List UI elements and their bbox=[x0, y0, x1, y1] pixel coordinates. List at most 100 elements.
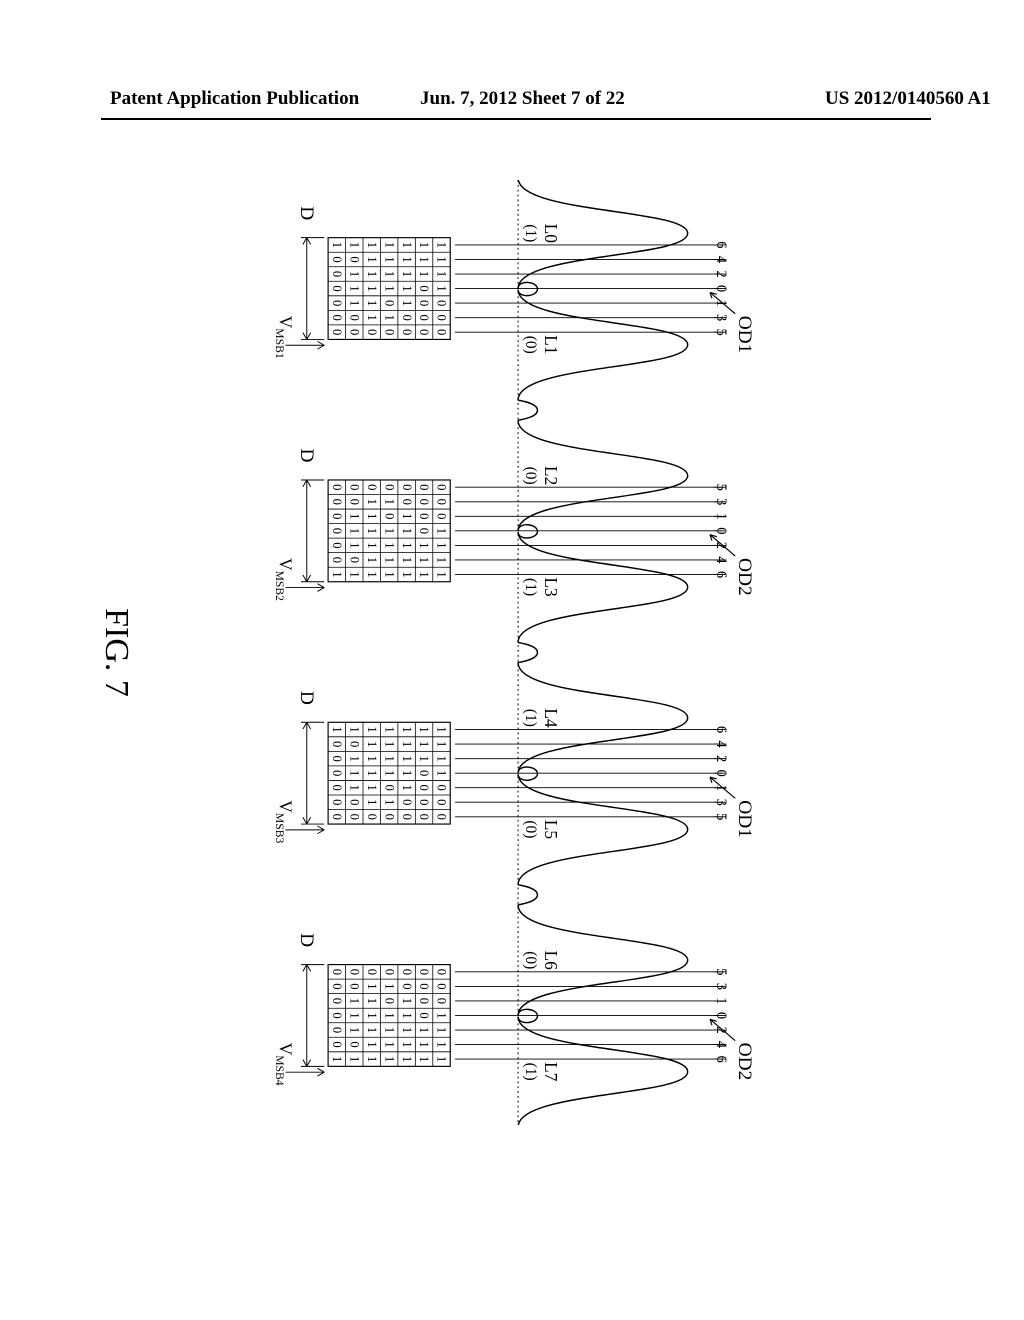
svg-text:0: 0 bbox=[435, 300, 449, 306]
svg-text:0: 0 bbox=[330, 969, 344, 975]
svg-text:L6: L6 bbox=[541, 951, 561, 971]
svg-text:1: 1 bbox=[347, 513, 361, 519]
svg-text:1: 1 bbox=[382, 1012, 396, 1018]
svg-text:1: 1 bbox=[435, 271, 449, 277]
svg-text:1: 1 bbox=[382, 557, 396, 563]
header-left: Patent Application Publication bbox=[110, 88, 359, 110]
svg-text:1: 1 bbox=[400, 755, 414, 761]
svg-text:0: 0 bbox=[347, 983, 361, 989]
svg-text:0: 0 bbox=[330, 799, 344, 805]
svg-text:0: 0 bbox=[365, 329, 379, 335]
svg-text:1: 1 bbox=[382, 983, 396, 989]
svg-text:0: 0 bbox=[347, 499, 361, 505]
svg-text:1: 1 bbox=[382, 755, 396, 761]
svg-text:OD2: OD2 bbox=[734, 558, 755, 596]
figure-container: L0(1)L1(0)L2(0)L3(1)L4(1)L5(0)L6(0)L7(1)… bbox=[0, 340, 930, 965]
svg-text:1: 1 bbox=[417, 1027, 431, 1033]
svg-text:1: 1 bbox=[347, 542, 361, 548]
svg-text:1: 1 bbox=[400, 300, 414, 306]
svg-text:1: 1 bbox=[330, 571, 344, 577]
svg-text:1: 1 bbox=[400, 726, 414, 732]
svg-text:1: 1 bbox=[435, 571, 449, 577]
svg-text:1: 1 bbox=[417, 256, 431, 262]
svg-text:1: 1 bbox=[365, 799, 379, 805]
svg-text:(1): (1) bbox=[522, 224, 539, 242]
svg-text:1: 1 bbox=[347, 285, 361, 291]
svg-text:0: 0 bbox=[435, 513, 449, 519]
svg-text:0: 0 bbox=[330, 300, 344, 306]
svg-text:0: 0 bbox=[330, 271, 344, 277]
svg-text:1: 1 bbox=[347, 770, 361, 776]
svg-text:0: 0 bbox=[400, 969, 414, 975]
svg-text:(0): (0) bbox=[522, 336, 539, 354]
svg-text:1: 1 bbox=[400, 571, 414, 577]
svg-text:1: 1 bbox=[382, 528, 396, 534]
svg-text:1: 1 bbox=[347, 726, 361, 732]
svg-text:0: 0 bbox=[417, 799, 431, 805]
svg-text:1: 1 bbox=[382, 285, 396, 291]
svg-text:1: 1 bbox=[365, 1056, 379, 1062]
svg-text:1: 1 bbox=[365, 983, 379, 989]
svg-text:1: 1 bbox=[365, 528, 379, 534]
svg-text:0: 0 bbox=[417, 513, 431, 519]
svg-text:0: 0 bbox=[417, 300, 431, 306]
svg-text:L2: L2 bbox=[541, 466, 561, 485]
svg-text:0: 0 bbox=[365, 969, 379, 975]
svg-text:1: 1 bbox=[365, 1041, 379, 1047]
svg-text:1: 1 bbox=[382, 726, 396, 732]
svg-text:0: 0 bbox=[417, 1012, 431, 1018]
svg-text:1: 1 bbox=[400, 1012, 414, 1018]
svg-text:1: 1 bbox=[347, 785, 361, 791]
svg-text:1: 1 bbox=[347, 755, 361, 761]
svg-text:0: 0 bbox=[330, 557, 344, 563]
svg-text:1: 1 bbox=[365, 755, 379, 761]
svg-text:0: 0 bbox=[435, 969, 449, 975]
svg-text:1: 1 bbox=[365, 726, 379, 732]
svg-text:1: 1 bbox=[400, 513, 414, 519]
svg-text:D: D bbox=[296, 933, 317, 947]
svg-text:1: 1 bbox=[365, 770, 379, 776]
svg-text:1: 1 bbox=[382, 799, 396, 805]
svg-text:1: 1 bbox=[365, 741, 379, 747]
svg-text:0: 0 bbox=[417, 814, 431, 820]
svg-text:1: 1 bbox=[417, 1056, 431, 1062]
svg-text:1: 1 bbox=[347, 1012, 361, 1018]
svg-text:0: 0 bbox=[435, 983, 449, 989]
svg-text:1: 1 bbox=[400, 998, 414, 1004]
svg-text:1: 1 bbox=[382, 770, 396, 776]
svg-text:1: 1 bbox=[365, 300, 379, 306]
svg-text:0: 0 bbox=[417, 785, 431, 791]
svg-text:L7: L7 bbox=[541, 1062, 561, 1082]
svg-text:1: 1 bbox=[417, 242, 431, 248]
svg-text:0: 0 bbox=[365, 484, 379, 490]
svg-text:OD1: OD1 bbox=[734, 800, 755, 838]
svg-text:0: 0 bbox=[417, 983, 431, 989]
svg-text:1: 1 bbox=[365, 513, 379, 519]
svg-text:0: 0 bbox=[330, 528, 344, 534]
svg-text:VMSB2: VMSB2 bbox=[273, 558, 296, 601]
svg-text:1: 1 bbox=[365, 1012, 379, 1018]
svg-text:1: 1 bbox=[435, 1012, 449, 1018]
svg-text:0: 0 bbox=[347, 741, 361, 747]
svg-text:1: 1 bbox=[330, 726, 344, 732]
svg-text:0: 0 bbox=[347, 329, 361, 335]
svg-text:VMSB3: VMSB3 bbox=[273, 800, 296, 843]
svg-text:D: D bbox=[296, 206, 317, 220]
svg-text:1: 1 bbox=[382, 242, 396, 248]
svg-text:1: 1 bbox=[382, 571, 396, 577]
svg-text:1: 1 bbox=[330, 1056, 344, 1062]
svg-text:0: 0 bbox=[435, 799, 449, 805]
svg-text:0: 0 bbox=[435, 998, 449, 1004]
svg-text:1: 1 bbox=[382, 314, 396, 320]
svg-text:0: 0 bbox=[435, 484, 449, 490]
svg-text:0: 0 bbox=[330, 814, 344, 820]
svg-text:0: 0 bbox=[400, 314, 414, 320]
svg-text:D: D bbox=[296, 449, 317, 463]
svg-text:0: 0 bbox=[330, 755, 344, 761]
svg-text:0: 0 bbox=[382, 998, 396, 1004]
svg-text:0: 0 bbox=[435, 329, 449, 335]
svg-text:1: 1 bbox=[400, 542, 414, 548]
svg-text:1: 1 bbox=[365, 1027, 379, 1033]
svg-text:0: 0 bbox=[330, 785, 344, 791]
svg-text:1: 1 bbox=[435, 242, 449, 248]
